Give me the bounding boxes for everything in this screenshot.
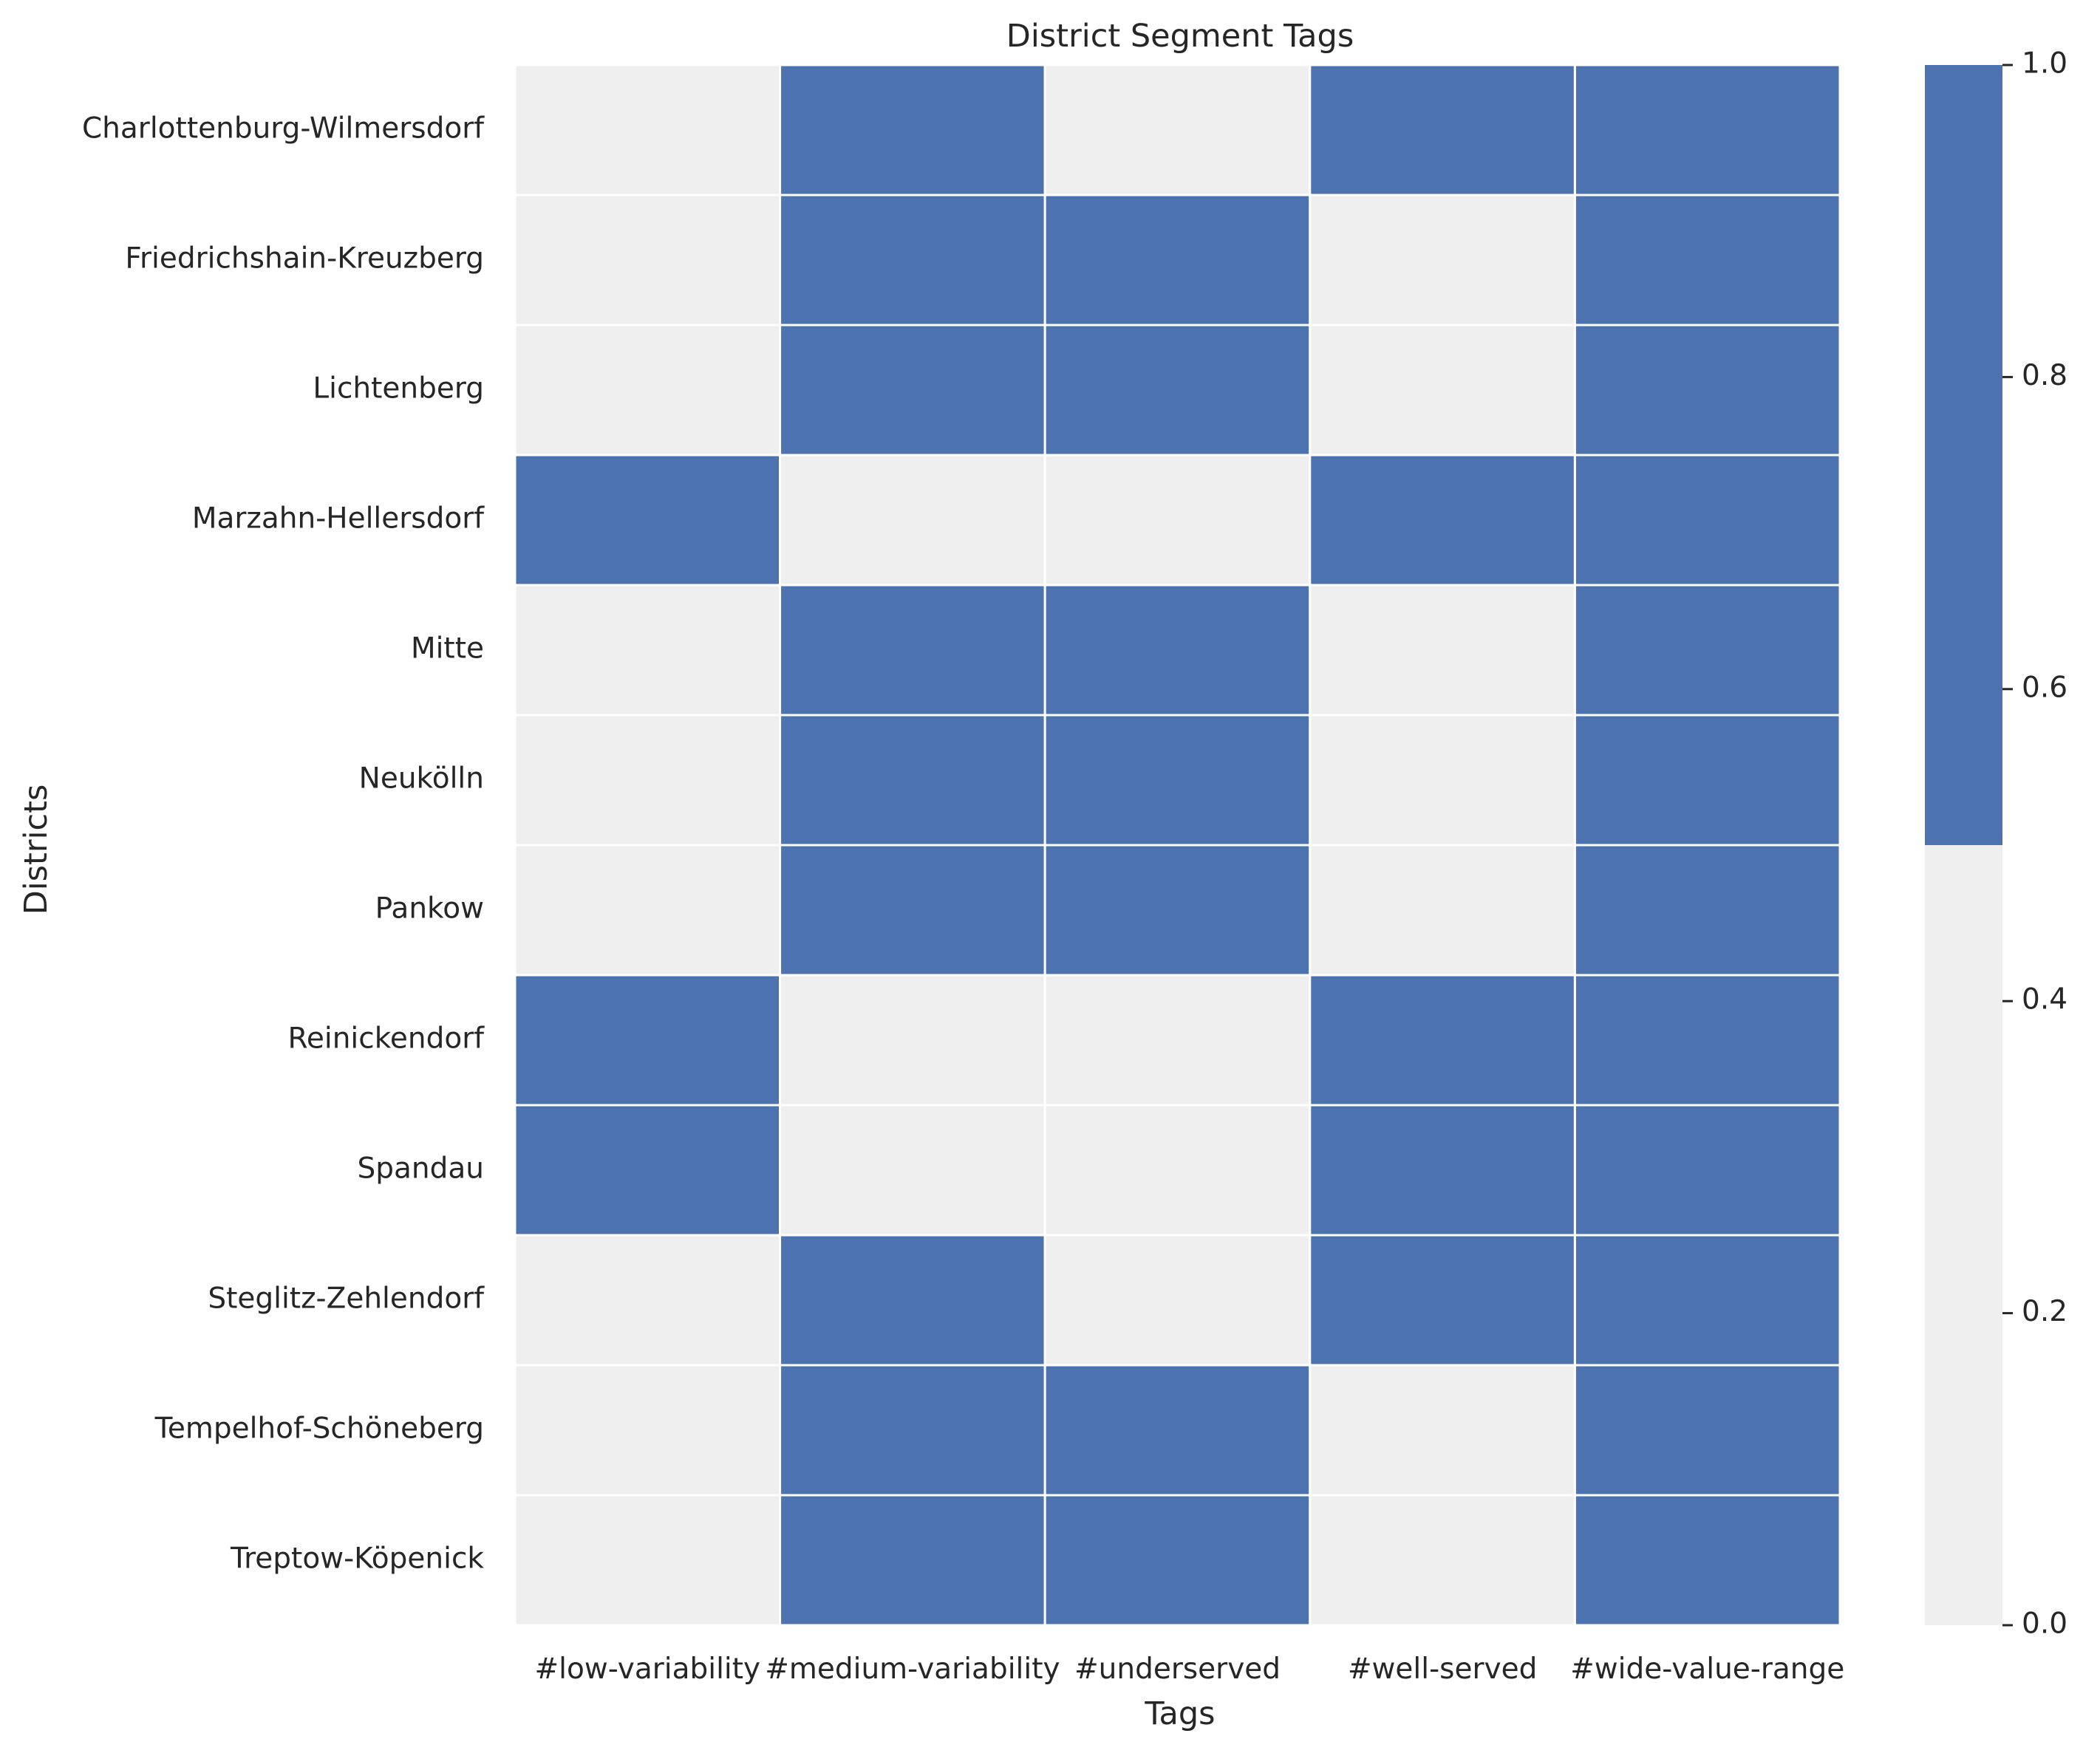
colorbar-high-segment — [1925, 65, 2002, 845]
heatmap-cell — [514, 974, 782, 1107]
heatmap-cell — [779, 1494, 1046, 1627]
heatmap-cell — [1043, 1234, 1312, 1367]
heatmap-cell — [1043, 324, 1312, 457]
heatmap-cell — [779, 194, 1046, 327]
y-tick-label: Charlottenburg-Wilmersdorf — [82, 112, 485, 146]
y-tick-label: Friedrichshain-Kreuzberg — [125, 242, 484, 276]
heatmap-cell — [514, 714, 782, 847]
x-tick-label: #well-served — [1348, 1653, 1538, 1686]
x-tick-label: #low-variability — [534, 1653, 760, 1686]
y-tick-label: Marzahn-Hellersdorf — [192, 502, 485, 536]
x-tick-label: #medium-variability — [765, 1653, 1060, 1686]
heatmap-cell — [1309, 1234, 1576, 1367]
heatmap-cell — [1043, 1364, 1312, 1497]
heatmap-cell — [1043, 974, 1312, 1107]
colorbar-tick-label: 1.0 — [2022, 47, 2067, 81]
y-tick-label: Treptow-Köpenick — [230, 1542, 484, 1576]
heatmap-cell — [1573, 714, 1841, 847]
colorbar-tick-label: 0.8 — [2022, 359, 2067, 392]
heatmap-cell — [1309, 1364, 1576, 1497]
chart-title: District Segment Tags — [1006, 18, 1354, 55]
x-axis-label: Tags — [1144, 1695, 1215, 1732]
y-tick-label: Steglitz-Zehlendorf — [208, 1282, 485, 1316]
heatmap-cell — [1309, 714, 1576, 847]
heatmap-cell — [514, 64, 782, 197]
heatmap-cell — [1309, 324, 1576, 457]
y-tick-labels: Charlottenburg-Wilmersdorf Friedrichshain… — [82, 112, 485, 1576]
heatmap-cell — [514, 584, 782, 717]
heatmap-cell — [1573, 1494, 1841, 1627]
heatmap-cell — [1573, 324, 1841, 457]
heatmap-cell — [1309, 194, 1576, 327]
heatmap-cell — [514, 844, 782, 977]
colorbar-tick-label: 0.6 — [2022, 671, 2067, 704]
heatmap-cell — [1309, 1494, 1576, 1627]
heatmap-cell — [1043, 64, 1312, 197]
heatmap-cell — [514, 454, 782, 587]
heatmap-cell — [1043, 194, 1312, 327]
heatmap-cell — [1573, 1364, 1841, 1497]
heatmap-cell — [1309, 974, 1576, 1107]
y-tick-label: Mitte — [411, 632, 484, 666]
heatmap-cell — [1043, 714, 1312, 847]
colorbar: 0.0 0.2 0.4 0.6 0.8 1.0 — [1925, 47, 2067, 1641]
heatmap-cell — [1309, 584, 1576, 717]
heatmap-cell — [514, 1234, 782, 1367]
heatmap-cell — [514, 194, 782, 327]
y-tick-label: Pankow — [375, 892, 484, 926]
heatmap-cell — [514, 1364, 782, 1497]
heatmap-cell — [1043, 584, 1312, 717]
heatmap-cell — [779, 714, 1046, 847]
colorbar-tick-label: 0.0 — [2022, 1607, 2067, 1641]
y-axis-label: Districts — [18, 785, 55, 915]
colorbar-low-segment — [1925, 845, 2002, 1625]
heatmap-cell — [1309, 454, 1576, 587]
heatmap-cell — [1573, 1104, 1841, 1237]
heatmap-cell — [1573, 844, 1841, 977]
heatmap-cell — [1573, 194, 1841, 327]
heatmap-cell — [1573, 584, 1841, 717]
heatmap-cell — [779, 584, 1046, 717]
heatmap-cell — [1043, 454, 1312, 587]
heatmap-cell — [779, 1104, 1046, 1237]
heatmap-cells — [514, 64, 1841, 1627]
heatmap-cell — [1309, 64, 1576, 197]
heatmap-cell — [779, 454, 1046, 587]
y-tick-label: Spandau — [357, 1152, 484, 1186]
heatmap-cell — [514, 1494, 782, 1627]
colorbar-tick-label: 0.2 — [2022, 1295, 2067, 1328]
x-tick-label: #underserved — [1074, 1653, 1281, 1686]
heatmap-cell — [1043, 1494, 1312, 1627]
heatmap-cell — [779, 974, 1046, 1107]
heatmap-cell — [514, 324, 782, 457]
heatmap-cell — [514, 1104, 782, 1237]
heatmap-cell — [779, 844, 1046, 977]
colorbar-tick-label: 0.4 — [2022, 983, 2067, 1016]
heatmap-cell — [1309, 844, 1576, 977]
heatmap-cell — [779, 324, 1046, 457]
y-tick-label: Neukölln — [359, 762, 484, 796]
heatmap-cell — [1043, 1104, 1312, 1237]
heatmap-cell — [1309, 1104, 1576, 1237]
y-tick-label: Tempelhof-Schöneberg — [154, 1412, 484, 1446]
heatmap-cell — [1573, 454, 1841, 587]
heatmap-cell — [779, 1364, 1046, 1497]
x-tick-label: #wide-value-range — [1570, 1653, 1844, 1686]
heatmap-cell — [779, 64, 1046, 197]
heatmap-cell — [1573, 64, 1841, 197]
heatmap-cell — [1573, 974, 1841, 1107]
heatmap-cell — [779, 1234, 1046, 1367]
y-tick-label: Lichtenberg — [313, 372, 484, 406]
y-tick-label: Reinickendorf — [288, 1022, 485, 1056]
x-tick-labels: #low-variability #medium-variability #unde… — [534, 1653, 1844, 1686]
heatmap-cell — [1043, 844, 1312, 977]
heatmap-cell — [1573, 1234, 1841, 1367]
